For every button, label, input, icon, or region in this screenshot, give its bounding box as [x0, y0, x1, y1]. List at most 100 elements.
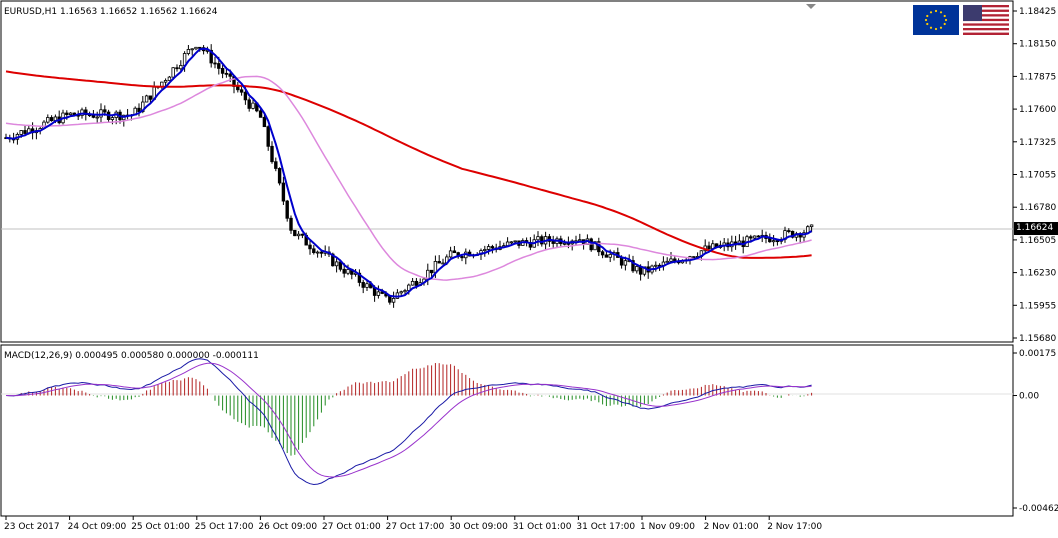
candle: [365, 280, 369, 292]
eu-flag-icon: [913, 5, 959, 35]
candle-body: [236, 86, 240, 91]
candle-body: [593, 241, 597, 251]
candle: [251, 98, 255, 110]
candle-body: [665, 260, 669, 263]
candle-body: [300, 233, 305, 236]
candle: [289, 215, 293, 234]
price-axis-label: 1.16230: [1019, 269, 1056, 279]
candle: [179, 60, 183, 72]
time-axis-label: 31 Oct 01:00: [513, 522, 572, 532]
macd-panel-frame: [0, 344, 1014, 517]
candle-body: [23, 130, 27, 134]
candle-body: [312, 248, 316, 253]
candle-body: [68, 112, 73, 115]
candle: [452, 245, 457, 254]
price-axis-label: 1.18425: [1019, 7, 1056, 17]
candle-body: [99, 109, 103, 118]
candle-body: [775, 240, 780, 243]
candle-body: [209, 49, 213, 64]
candle-body: [619, 257, 624, 266]
slow-ma-line: [5, 70, 812, 259]
time-axis-label: 31 Oct 17:00: [576, 522, 635, 532]
candle: [46, 114, 50, 124]
candle-body: [103, 109, 107, 113]
time-axis-label: 27 Oct 17:00: [386, 522, 445, 532]
candle-body: [319, 251, 324, 254]
candle-body: [752, 235, 757, 239]
candle-body: [163, 80, 168, 83]
candle: [285, 199, 289, 222]
candle-body: [293, 229, 297, 237]
candle-body: [262, 116, 267, 128]
candle: [437, 255, 441, 264]
candle: [585, 234, 590, 245]
candle-body: [186, 49, 191, 54]
candle-body: [361, 282, 365, 288]
candle: [540, 234, 544, 247]
candle: [551, 235, 555, 248]
macd-axis-label: 0.00175: [1019, 349, 1056, 359]
candle-body: [631, 260, 635, 272]
candle-body: [285, 200, 289, 219]
candle-body: [403, 290, 407, 293]
candle-body: [787, 230, 791, 232]
candle-body: [331, 253, 335, 267]
candle-body: [692, 256, 696, 259]
time-axis-label: 26 Oct 09:00: [258, 522, 317, 532]
time-axis-label: 25 Oct 01:00: [131, 522, 190, 532]
macd-axis-label: 0.00: [1019, 392, 1039, 402]
candle: [357, 269, 362, 287]
candle: [532, 234, 536, 248]
candle: [319, 250, 324, 258]
candle: [125, 109, 130, 120]
candle-body: [49, 117, 54, 122]
candle-body: [604, 254, 609, 258]
candle: [213, 56, 217, 69]
candle: [756, 235, 761, 238]
candle: [703, 239, 707, 254]
main-panel-header: EURUSD,H1 1.16563 1.16652 1.16562 1.1662…: [4, 7, 218, 17]
candle-body: [707, 245, 711, 250]
candle: [194, 46, 198, 51]
candle-body: [410, 280, 415, 286]
candle: [312, 245, 316, 255]
candle-body: [809, 224, 814, 228]
candle-body: [95, 116, 99, 119]
candle: [631, 255, 635, 273]
candle-body: [600, 251, 605, 256]
candle: [376, 285, 381, 299]
time-axis-label: 25 Oct 17:00: [195, 522, 254, 532]
candle-body: [448, 250, 453, 258]
candle-body: [270, 145, 274, 163]
candle-body: [357, 272, 362, 283]
candle-body: [399, 291, 403, 294]
price-axis-label: 1.17875: [1019, 72, 1056, 82]
candle-body: [346, 269, 350, 274]
candle-body: [258, 110, 263, 118]
candle-body: [509, 241, 514, 244]
candle: [209, 44, 213, 68]
candle-body: [148, 95, 153, 100]
candle: [388, 295, 392, 305]
candle: [570, 239, 574, 251]
macd-axis-label: -0.004628: [1019, 504, 1058, 514]
candle-body: [372, 287, 377, 296]
axis-layer: 1.18425 1.18150 1.17875 1.17600 1.17325 1.170…: [4, 7, 1058, 532]
candle-body: [334, 261, 339, 267]
candle-body: [635, 266, 639, 272]
candle-body: [179, 65, 183, 70]
time-axis-label: 24 Oct 09:00: [68, 522, 127, 532]
candle-body: [654, 264, 658, 267]
candle: [220, 64, 225, 79]
candle: [277, 167, 282, 186]
candle-body: [513, 240, 517, 243]
candle-body: [243, 91, 248, 101]
candle-body: [771, 240, 776, 243]
candle-body: [460, 256, 464, 259]
price-axis-label: 1.16780: [1019, 203, 1056, 213]
autoscroll-marker[interactable]: [806, 4, 816, 9]
candle: [692, 256, 696, 259]
price-axis-label: 1.15955: [1019, 301, 1056, 311]
candle-body: [768, 238, 772, 243]
